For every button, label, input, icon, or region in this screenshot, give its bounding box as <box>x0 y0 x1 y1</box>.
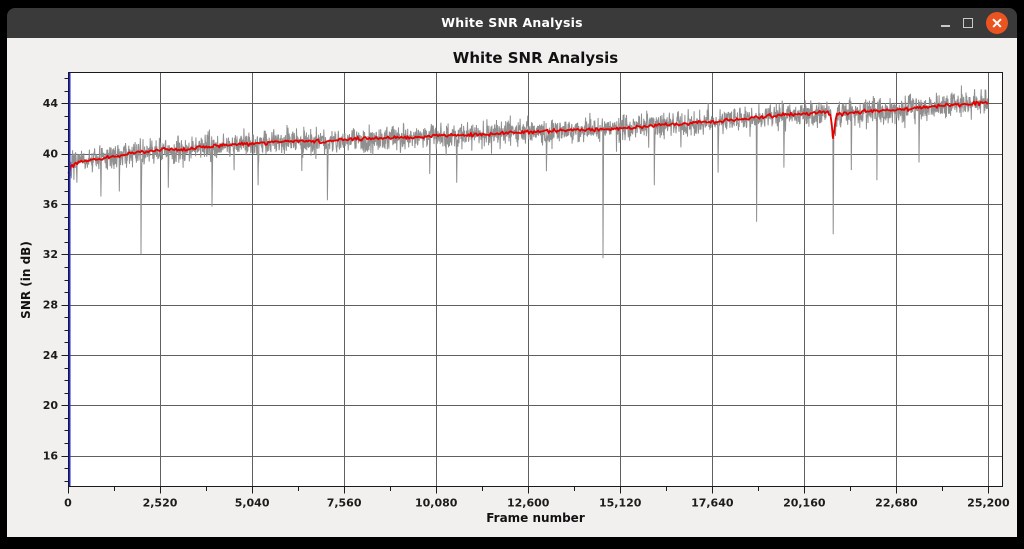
y-tick-label: 28 <box>43 299 58 312</box>
x-tick-label: 12,600 <box>507 497 550 510</box>
x-tick-label: 20,160 <box>783 497 826 510</box>
x-axis-label: Frame number <box>486 511 585 525</box>
x-tick-label: 0 <box>64 497 72 510</box>
x-tick-label: 17,640 <box>691 497 734 510</box>
x-tick-label: 5,040 <box>235 497 270 510</box>
minimize-button[interactable] <box>940 8 950 38</box>
window-title: White SNR Analysis <box>441 15 583 30</box>
app-window: White SNR Analysis 0 2,520 5,040 7,560 10,08… <box>7 8 1017 537</box>
y-tick-label: 32 <box>43 248 58 261</box>
y-tick-label: 20 <box>43 399 59 412</box>
tick-labels: 0 2,520 5,040 7,560 10,080 12,600 15,120 17,640… <box>43 97 1010 509</box>
snr-analysis-plot: 0 2,520 5,040 7,560 10,080 12,600 15,120 17,640… <box>43 72 1010 510</box>
x-tick-label: 7,560 <box>327 497 362 510</box>
close-button[interactable] <box>986 12 1008 34</box>
y-tick-label: 40 <box>43 148 59 161</box>
y-tick-label: 16 <box>43 449 59 462</box>
chart-client-area: 0 2,520 5,040 7,560 10,080 12,600 15,120 17,640… <box>7 38 1017 537</box>
x-tick-label: 25,200 <box>967 497 1010 510</box>
chart-title: White SNR Analysis <box>452 49 619 67</box>
y-tick-label: 36 <box>43 198 59 211</box>
tick-marks <box>61 78 989 494</box>
moving-average-series <box>67 100 989 175</box>
y-tick-label: 44 <box>43 97 59 110</box>
maximize-button[interactable] <box>963 8 973 38</box>
y-tick-label: 24 <box>43 349 59 362</box>
titlebar[interactable]: White SNR Analysis <box>7 8 1017 38</box>
plot-frame <box>68 72 1003 487</box>
x-tick-label: 2,520 <box>143 497 178 510</box>
window-controls <box>940 8 1008 38</box>
x-tick-label: 22,680 <box>875 497 918 510</box>
x-tick-label: 10,080 <box>415 497 458 510</box>
y-axis-label: SNR (in dB) <box>19 241 33 319</box>
x-tick-label: 15,120 <box>599 497 642 510</box>
